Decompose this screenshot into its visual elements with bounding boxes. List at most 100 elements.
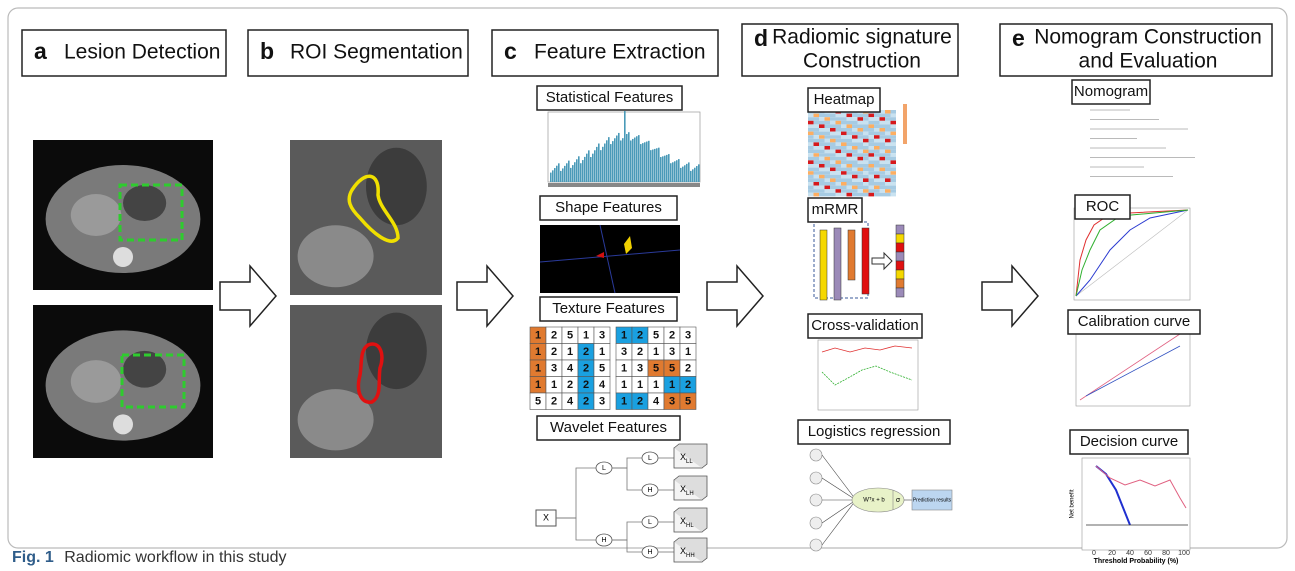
heatmap-cell xyxy=(879,189,885,193)
histogram-bar xyxy=(636,136,638,182)
heatmap-cell xyxy=(824,135,830,139)
heatmap-cell xyxy=(813,124,819,128)
heatmap-cell xyxy=(830,185,836,190)
heatmap-cell xyxy=(852,167,858,172)
histogram-bar xyxy=(670,163,672,182)
flow-arrow xyxy=(456,263,514,329)
heatmap-cell xyxy=(808,146,814,150)
heatmap-cell xyxy=(808,189,814,193)
heatmap-cell xyxy=(863,164,869,168)
heatmap-cell xyxy=(863,120,869,125)
texture-value: 1 xyxy=(535,346,541,358)
mrmr-selected xyxy=(895,251,905,262)
heatmap-cell xyxy=(819,146,825,150)
lr-input xyxy=(809,538,823,552)
wavelet-node-label: H xyxy=(601,537,606,544)
heatmap-cell xyxy=(852,192,858,197)
heatmap-cell xyxy=(819,185,825,190)
histogram-bar xyxy=(610,144,612,182)
heatmap-cell xyxy=(808,174,814,179)
heatmap-cell xyxy=(813,131,819,136)
heatmap-cell xyxy=(868,128,874,132)
wavelet-link xyxy=(612,521,642,541)
heatmap-cell xyxy=(879,146,885,150)
heatmap-cell xyxy=(846,124,852,128)
heatmap-cell xyxy=(857,185,863,190)
heatmap-cell xyxy=(885,192,891,197)
heatmap-cell xyxy=(824,156,830,161)
heatmap-cell xyxy=(890,124,896,128)
heatmap-cell xyxy=(824,124,830,128)
heatmap-cell xyxy=(808,149,814,154)
heatmap-cell xyxy=(835,182,841,186)
texture-value: 2 xyxy=(637,329,643,341)
heatmap-cell xyxy=(835,117,841,121)
heatmap-cell xyxy=(824,142,830,146)
heatmap-cell xyxy=(852,113,858,118)
heatmap-cell xyxy=(852,171,858,175)
panel-header-box xyxy=(247,29,469,77)
heatmap-cell xyxy=(841,128,847,132)
heatmap-cell xyxy=(841,113,847,118)
heatmap-cell xyxy=(819,142,825,146)
histogram-bar xyxy=(614,138,616,182)
heatmap-cell xyxy=(813,156,819,161)
heatmap-cell xyxy=(846,120,852,125)
texture-value: 5 xyxy=(653,329,659,341)
heatmap-cell xyxy=(885,128,891,132)
lr-activation: σ xyxy=(896,497,901,504)
heatmap-cell xyxy=(835,156,841,161)
heatmap-cell xyxy=(879,182,885,186)
heatmap-cell xyxy=(813,113,819,118)
heatmap-cell xyxy=(824,117,830,121)
decision-x-tick: 40 xyxy=(1126,550,1134,557)
histogram-bar xyxy=(662,156,664,182)
texture-value: 2 xyxy=(583,379,589,391)
heatmap-cell xyxy=(857,167,863,172)
heatmap-cell xyxy=(824,113,830,118)
heatmap-cell xyxy=(879,124,885,128)
texture-value: 3 xyxy=(669,395,675,407)
heatmap-cell xyxy=(885,189,891,193)
heatmap-cell xyxy=(841,160,847,164)
heatmap-cell xyxy=(868,146,874,150)
texture-value: 1 xyxy=(653,379,659,391)
histogram-bar xyxy=(634,137,636,182)
texture-value: 2 xyxy=(583,346,589,358)
heatmap-cell xyxy=(813,128,819,132)
heatmap-cell xyxy=(819,171,825,175)
heatmap-cell xyxy=(819,160,825,164)
mrmr-selected xyxy=(895,224,905,235)
heatmap-cell xyxy=(835,146,841,150)
heatmap-cell xyxy=(835,189,841,193)
heatmap-cell xyxy=(819,182,825,186)
heatmap-cell xyxy=(868,192,874,197)
histogram-bar xyxy=(580,163,582,182)
heatmap-cell xyxy=(824,131,830,136)
heatmap-cell xyxy=(874,117,880,121)
heatmap-cell xyxy=(885,113,891,118)
heatmap-cell xyxy=(841,156,847,161)
histogram-bar xyxy=(642,143,644,182)
heatmap-cell xyxy=(824,192,830,197)
heatmap-cell xyxy=(874,185,880,190)
lr-input xyxy=(809,471,823,485)
texture-value: 1 xyxy=(621,395,627,407)
heatmap-cell xyxy=(874,138,880,143)
section-label: Statistical Features xyxy=(546,89,674,106)
wavelet-output: XLH xyxy=(680,484,694,496)
heatmap-cell xyxy=(890,153,896,157)
section-label: mRMR xyxy=(812,201,859,218)
texture-value: 2 xyxy=(685,362,691,374)
heatmap-cell xyxy=(841,164,847,168)
texture-value: 3 xyxy=(685,329,691,341)
histogram-bar xyxy=(602,146,604,182)
heatmap-cell xyxy=(863,113,869,118)
texture-value: 2 xyxy=(583,362,589,374)
wavelet-output-depth xyxy=(673,507,708,533)
histogram-bar xyxy=(592,153,594,182)
ct-organ xyxy=(366,312,427,390)
histogram-bar xyxy=(612,141,614,182)
texture-value: 3 xyxy=(669,346,675,358)
heatmap-cell xyxy=(885,131,891,136)
